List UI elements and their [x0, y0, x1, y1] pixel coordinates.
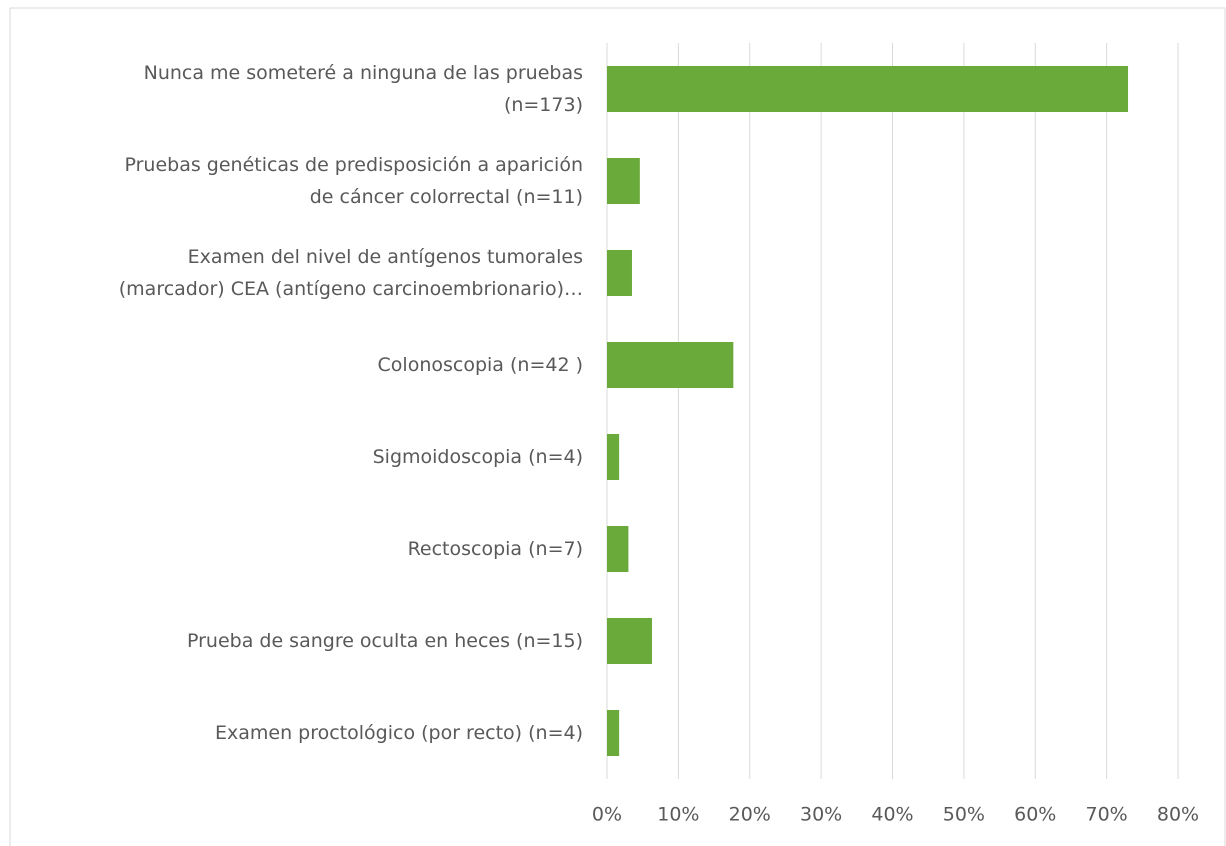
x-tick-label: 40%	[871, 804, 913, 826]
y-tick-label: Sigmoidoscopia (n=4)	[372, 446, 583, 468]
x-tick-label: 20%	[729, 804, 771, 826]
x-tick-label: 10%	[657, 804, 699, 826]
bar	[607, 250, 632, 296]
x-tick-label: 0%	[592, 804, 622, 826]
y-tick-label: Examen proctológico (por recto) (n=4)	[214, 722, 583, 744]
y-tick-label: Examen del nivel de antígenos tumorales …	[118, 246, 583, 300]
x-tick-label: 60%	[1014, 804, 1056, 826]
bar	[607, 526, 629, 572]
y-tick-label: Nunca me someteré a ninguna de las prueb…	[143, 62, 583, 116]
chart-border	[9, 7, 1226, 846]
y-tick-label: Prueba de sangre oculta en heces (n=15)	[186, 630, 583, 652]
x-tick-label: 70%	[1086, 804, 1128, 826]
bar	[607, 618, 652, 664]
x-tick-label: 30%	[800, 804, 842, 826]
bar	[607, 158, 640, 204]
x-tick-label: 80%	[1157, 804, 1199, 826]
y-tick-label: Pruebas genéticas de predisposición a ap…	[124, 154, 583, 208]
bar	[607, 66, 1129, 112]
x-tick-label: 50%	[943, 804, 985, 826]
bar	[607, 434, 620, 480]
bar	[607, 710, 620, 756]
bar	[607, 342, 734, 388]
y-tick-label: Rectoscopia (n=7)	[407, 538, 583, 560]
y-tick-label: Colonoscopia (n=42 )	[377, 354, 583, 376]
